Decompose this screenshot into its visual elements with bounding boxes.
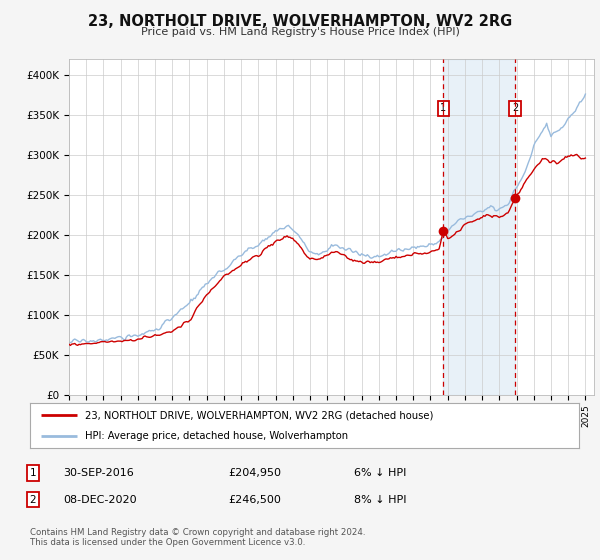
Text: 1: 1 (29, 468, 37, 478)
Text: 1: 1 (440, 104, 446, 114)
Text: HPI: Average price, detached house, Wolverhampton: HPI: Average price, detached house, Wolv… (85, 431, 348, 441)
Text: 08-DEC-2020: 08-DEC-2020 (63, 494, 137, 505)
Text: £246,500: £246,500 (228, 494, 281, 505)
Text: Price paid vs. HM Land Registry's House Price Index (HPI): Price paid vs. HM Land Registry's House … (140, 27, 460, 37)
Text: £204,950: £204,950 (228, 468, 281, 478)
Text: 6% ↓ HPI: 6% ↓ HPI (354, 468, 406, 478)
Text: 8% ↓ HPI: 8% ↓ HPI (354, 494, 407, 505)
Bar (443, 59, 515, 395)
Text: Contains HM Land Registry data © Crown copyright and database right 2024.
This d: Contains HM Land Registry data © Crown c… (30, 528, 365, 547)
Text: 2: 2 (29, 494, 37, 505)
Text: 23, NORTHOLT DRIVE, WOLVERHAMPTON, WV2 2RG: 23, NORTHOLT DRIVE, WOLVERHAMPTON, WV2 2… (88, 14, 512, 29)
Text: 30-SEP-2016: 30-SEP-2016 (63, 468, 134, 478)
Text: 23, NORTHOLT DRIVE, WOLVERHAMPTON, WV2 2RG (detached house): 23, NORTHOLT DRIVE, WOLVERHAMPTON, WV2 2… (85, 410, 433, 421)
Text: 2: 2 (512, 104, 518, 114)
